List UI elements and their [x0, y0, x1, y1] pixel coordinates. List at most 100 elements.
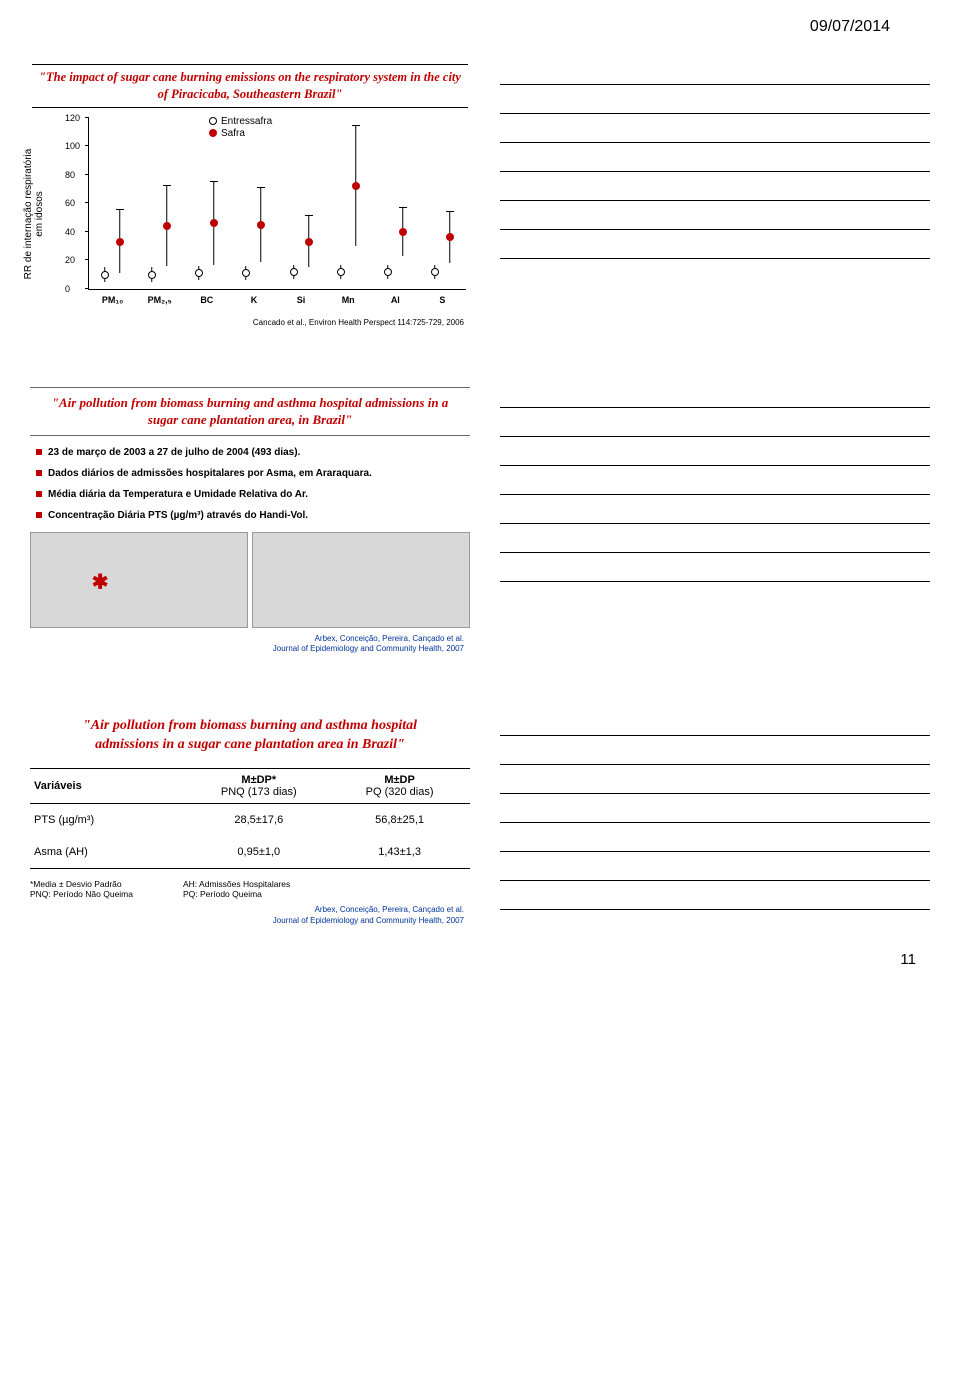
- slide3-citation-authors: Arbex, Conceição, Pereira, Cançado et al…: [315, 905, 464, 914]
- bullet-dot-icon: [36, 470, 42, 476]
- legend-open-marker: [209, 117, 217, 125]
- xcat: S: [439, 295, 445, 305]
- ytick-mark: [85, 202, 89, 203]
- ytick-mark: [85, 174, 89, 175]
- chart-container: RR de internação respiratóriaem idosos E…: [62, 114, 470, 314]
- bullet-item: Média diária da Temperatura e Umidade Re…: [36, 488, 470, 501]
- legend-fill-label: Safra: [221, 128, 245, 139]
- point-fill: [352, 182, 360, 190]
- footnote-right: AH: Admissões Hospitalares PQ: Período Q…: [183, 879, 290, 899]
- slide-2: "Air pollution from biomass burning and …: [30, 387, 470, 655]
- notes-lines-1: [500, 64, 930, 327]
- slide2-title: "Air pollution from biomass burning and …: [40, 394, 460, 429]
- bullet-dot-icon: [36, 512, 42, 518]
- cell-pnq: 0,95±1,0: [188, 836, 329, 869]
- errcap: [210, 181, 218, 182]
- point-open: [148, 271, 156, 279]
- page-date: 09/07/2014: [30, 18, 930, 36]
- chart-y-axis-label: RR de internação respiratóriaem idosos: [23, 148, 45, 279]
- slide2-bullets: 23 de março de 2003 a 27 de julho de 200…: [30, 446, 470, 522]
- point-fill: [210, 219, 218, 227]
- errcap: [399, 207, 407, 208]
- point-fill: [399, 228, 407, 236]
- legend-open-label: Entressafra: [221, 116, 272, 127]
- th-mdp-pq: M±DP PQ (320 dias): [329, 769, 470, 804]
- point-open: [195, 269, 203, 277]
- slide2-title-box: "Air pollution from biomass burning and …: [30, 387, 470, 436]
- cell-pq: 1,43±1,3: [329, 836, 470, 869]
- point-open: [384, 268, 392, 276]
- bullet-dot-icon: [36, 491, 42, 497]
- bullet-item: 23 de março de 2003 a 27 de julho de 200…: [36, 446, 470, 459]
- cell-pq: 56,8±25,1: [329, 804, 470, 837]
- slide1-title: "The impact of sugar cane burning emissi…: [38, 69, 462, 103]
- xcat: K: [251, 295, 258, 305]
- errcap: [305, 215, 313, 216]
- point-fill: [116, 238, 124, 246]
- bullet-text: Concentração Diária PTS (µg/m³) através …: [48, 509, 308, 522]
- xcat: Al: [391, 295, 400, 305]
- point-open: [337, 268, 345, 276]
- ytick: 0: [65, 284, 70, 294]
- cell-pnq: 28,5±17,6: [188, 804, 329, 837]
- slide2-citation-journal: Journal of Epidemiology and Community He…: [273, 644, 464, 653]
- table-header-row: Variáveis M±DP* PNQ (173 dias) M±DP PQ (…: [30, 769, 470, 804]
- bullet-text: Média diária da Temperatura e Umidade Re…: [48, 488, 308, 501]
- slide2-photo-row: ✱: [30, 532, 470, 628]
- slide1-citation: Cancado et al., Environ Health Perspect …: [30, 318, 470, 327]
- slide3-footnote: *Media ± Desvio Padrão PNQ: Período Não …: [30, 879, 470, 899]
- ytick: 80: [65, 170, 75, 180]
- point-fill: [305, 238, 313, 246]
- errcap: [116, 209, 124, 210]
- xcat: BC: [200, 295, 213, 305]
- th-variaveis: Variáveis: [30, 769, 188, 804]
- ytick-mark: [85, 288, 89, 289]
- chart-legend: Entressafra Safra: [209, 116, 272, 140]
- point-fill: [257, 221, 265, 229]
- map-marker-icon: ✱: [92, 569, 109, 594]
- slide-1: "The impact of sugar cane burning emissi…: [30, 64, 470, 327]
- xcat: Si: [297, 295, 306, 305]
- point-open: [431, 268, 439, 276]
- ytick: 100: [65, 141, 80, 151]
- slide3-title: "Air pollution from biomass burning and …: [30, 715, 470, 769]
- table-row: PTS (µg/m³)28,5±17,656,8±25,1: [30, 804, 470, 837]
- photo-image: [252, 532, 470, 628]
- legend-safra: Safra: [209, 128, 272, 139]
- bullet-item: Dados diários de admissões hospitalares …: [36, 467, 470, 480]
- errcap: [257, 187, 265, 188]
- ytick-mark: [85, 117, 89, 118]
- ytick-mark: [85, 259, 89, 260]
- slide3-citation: Arbex, Conceição, Pereira, Cançado et al…: [30, 905, 470, 926]
- xcat: Mn: [342, 295, 355, 305]
- page-number: 11: [900, 951, 916, 968]
- cell-var: Asma (AH): [30, 836, 188, 869]
- bullet-text: 23 de março de 2003 a 27 de julho de 200…: [48, 446, 300, 459]
- xcat: PM₂,₅: [148, 295, 172, 305]
- slide1-title-box: "The impact of sugar cane burning emissi…: [32, 64, 468, 108]
- notes-lines-3: [500, 715, 930, 938]
- notes-lines-2: [500, 387, 930, 655]
- slide2-citation-authors: Arbex, Conceição, Pereira, Cançado et al…: [315, 634, 464, 643]
- xcat: PM₁₀: [102, 295, 123, 305]
- errcap: [163, 185, 171, 186]
- bullet-item: Concentração Diária PTS (µg/m³) através …: [36, 509, 470, 522]
- point-open: [101, 271, 109, 279]
- slide-3: "Air pollution from biomass burning and …: [30, 715, 470, 938]
- bullet-text: Dados diários de admissões hospitalares …: [48, 467, 372, 480]
- errcap: [352, 125, 360, 126]
- ytick: 40: [65, 227, 75, 237]
- point-open: [242, 269, 250, 277]
- ytick: 120: [65, 113, 80, 123]
- point-open: [290, 268, 298, 276]
- legend-entressafra: Entressafra: [209, 116, 272, 127]
- chart-plot-area: Entressafra Safra 020406080100120PM₁₀PM₂…: [88, 118, 466, 290]
- th-mdp-pnq: M±DP* PNQ (173 dias): [188, 769, 329, 804]
- slide3-table: Variáveis M±DP* PNQ (173 dias) M±DP PQ (…: [30, 768, 470, 869]
- ytick: 20: [65, 255, 75, 265]
- cell-var: PTS (µg/m³): [30, 804, 188, 837]
- errcap: [446, 211, 454, 212]
- map-image: ✱: [30, 532, 248, 628]
- ytick: 60: [65, 198, 75, 208]
- ytick-mark: [85, 231, 89, 232]
